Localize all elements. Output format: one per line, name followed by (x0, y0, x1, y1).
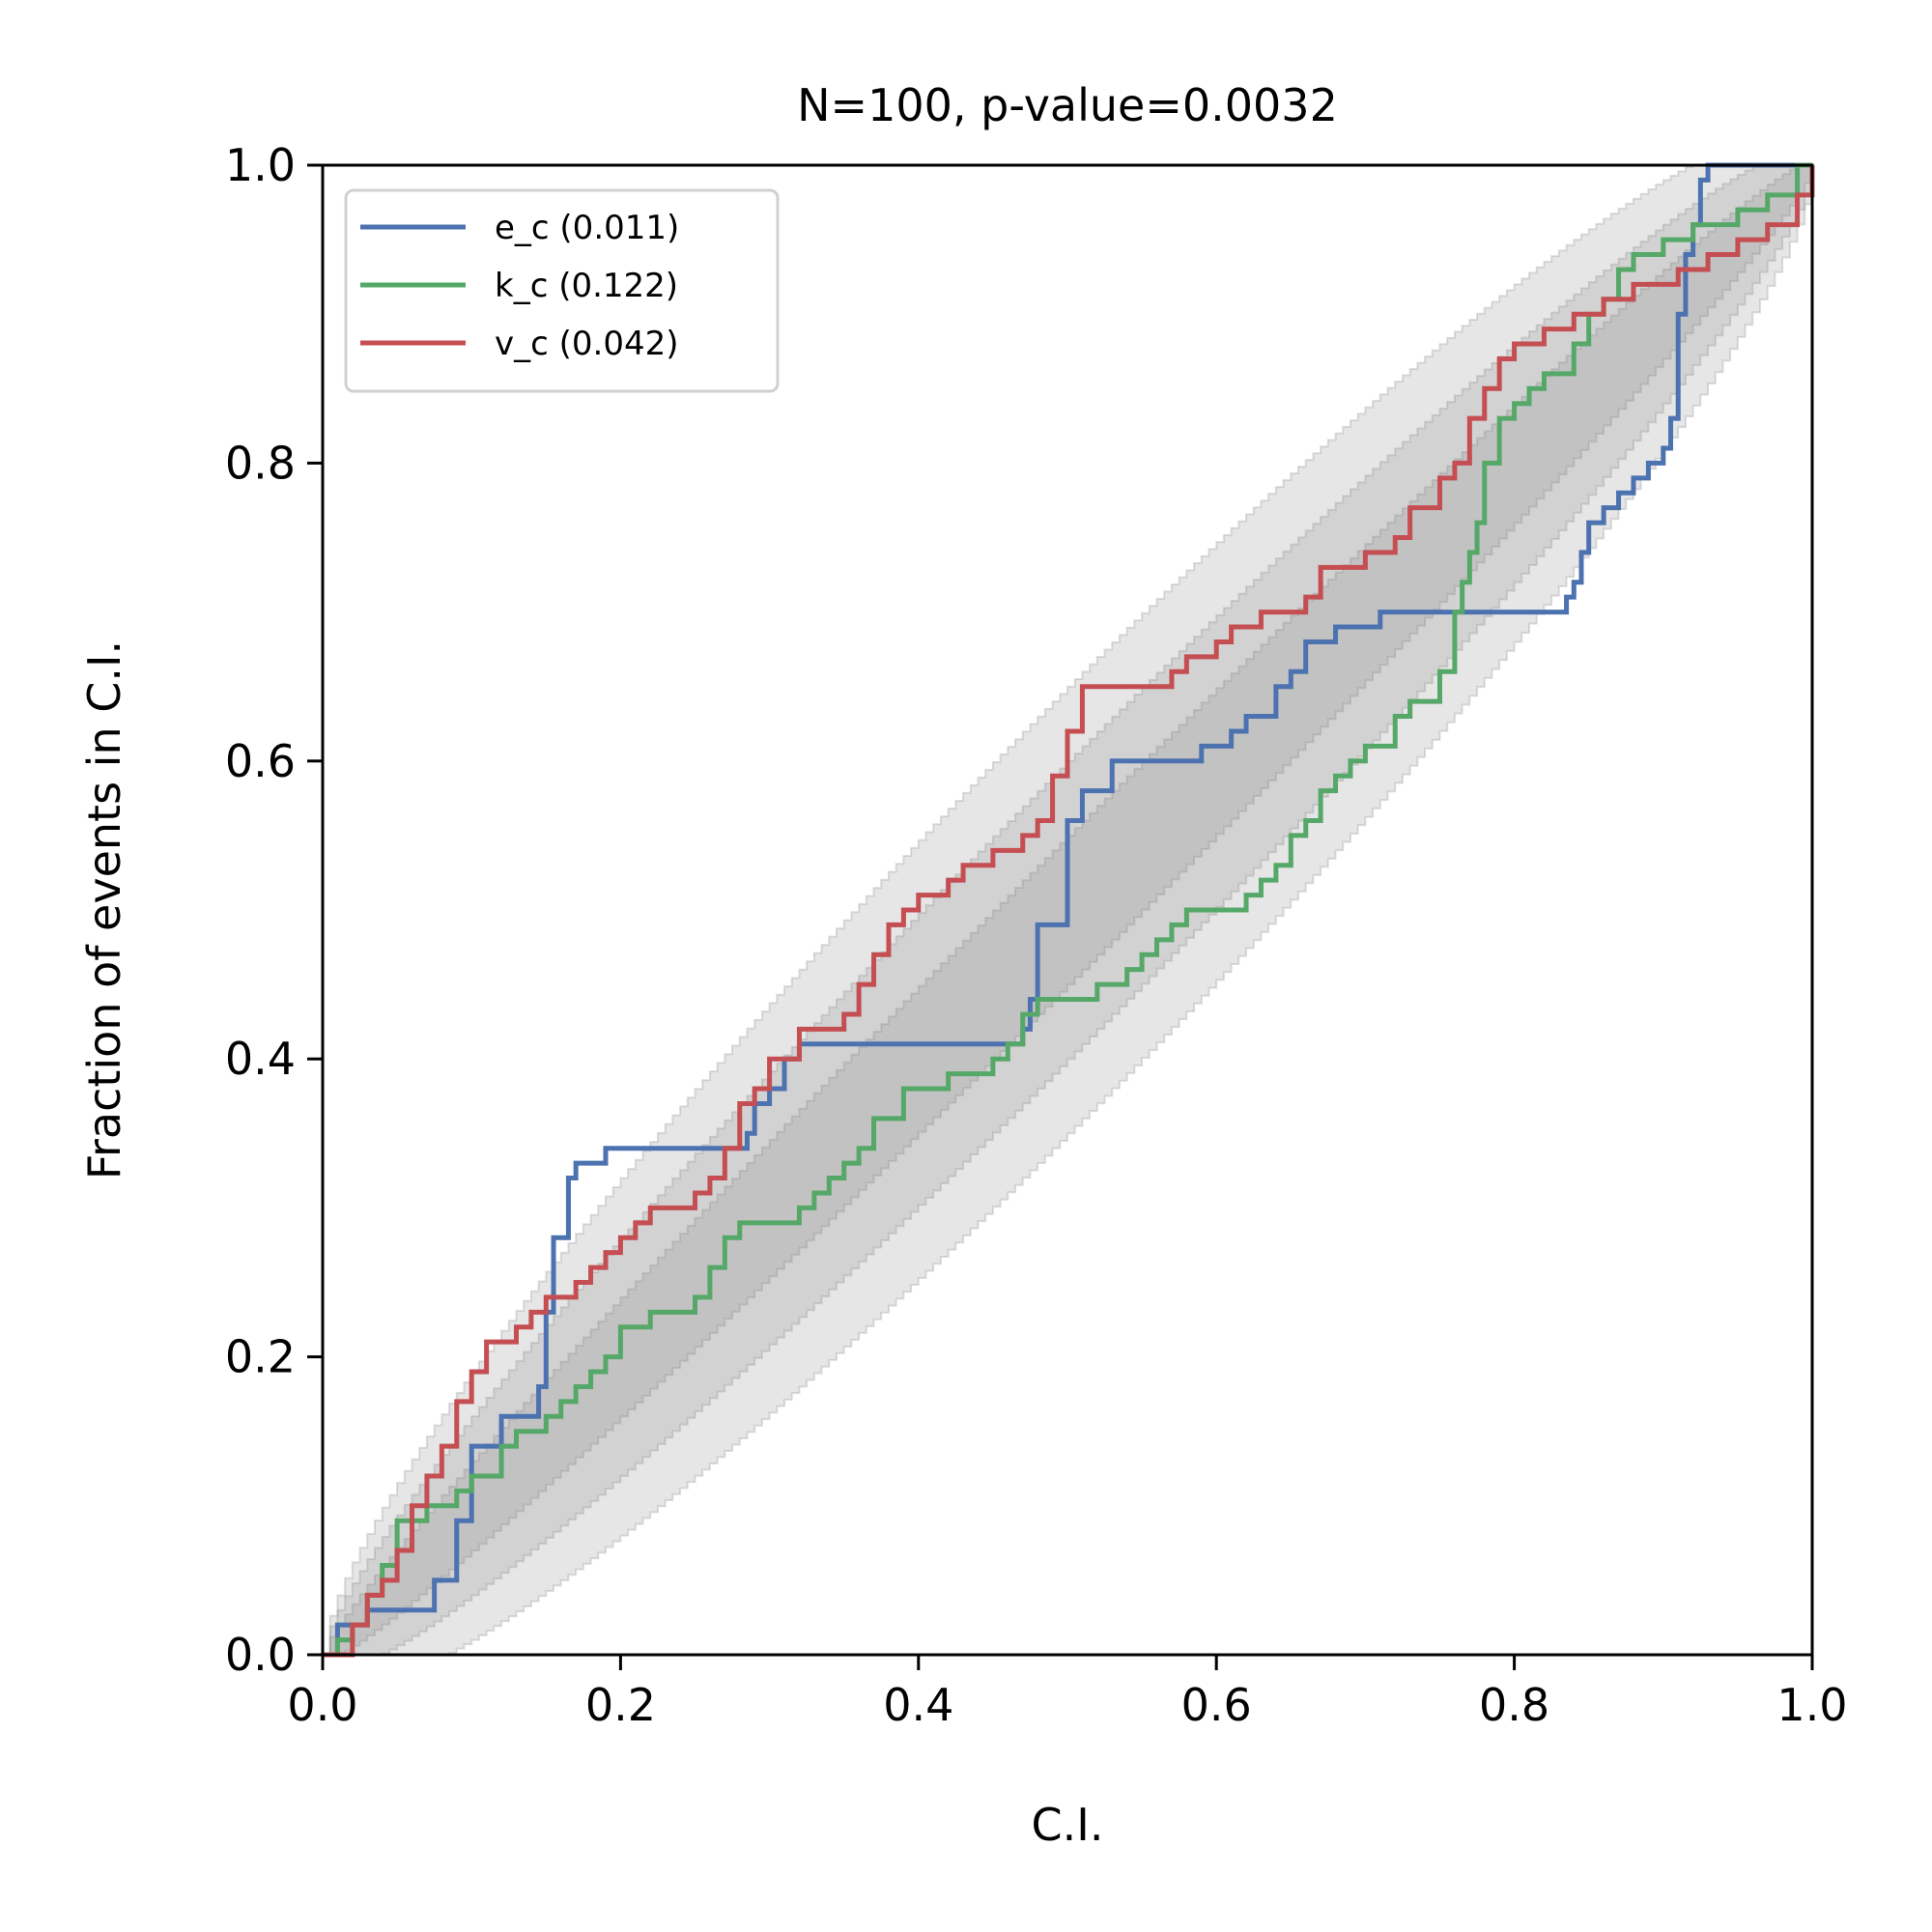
x-tick-label: 0.4 (883, 1679, 953, 1731)
legend-label-2: k_c (0.122) (495, 267, 678, 305)
y-tick-label: 0.4 (225, 1033, 296, 1085)
x-tick-label: 0.0 (287, 1679, 357, 1731)
y-axis-ticks: 0.0 0.2 0.4 0.6 0.8 1.0 (225, 139, 323, 1681)
series-line-2 (323, 162, 1812, 1658)
x-tick-label: 0.8 (1479, 1679, 1549, 1731)
y-tick-label: 0.6 (225, 735, 296, 787)
plot-frame (321, 163, 1814, 1657)
x-tick-label: 0.2 (585, 1679, 656, 1731)
x-tick-label: 1.0 (1776, 1679, 1847, 1731)
x-tick-label: 0.6 (1181, 1679, 1252, 1731)
y-tick-label: 0.2 (225, 1331, 296, 1383)
legend: e_c (0.011) k_c (0.122) v_c (0.042) (344, 188, 780, 393)
y-tick-label: 0.8 (225, 437, 296, 489)
y-axis-label: Fraction of events in C.I. (78, 640, 130, 1179)
y-tick-label: 1.0 (225, 139, 296, 191)
series-line-3 (323, 165, 1815, 1658)
x-axis-label: C.I. (1032, 1799, 1104, 1851)
legend-label-3: v_c (0.042) (495, 325, 679, 363)
x-axis-ticks: 0.0 0.2 0.4 0.6 0.8 1.0 (287, 1655, 1848, 1731)
legend-label-1: e_c (0.011) (495, 209, 679, 247)
y-tick-label: 0.0 (225, 1629, 296, 1681)
chart-title: N=100, p-value=0.0032 (797, 79, 1338, 131)
series-lines (323, 162, 1815, 1658)
